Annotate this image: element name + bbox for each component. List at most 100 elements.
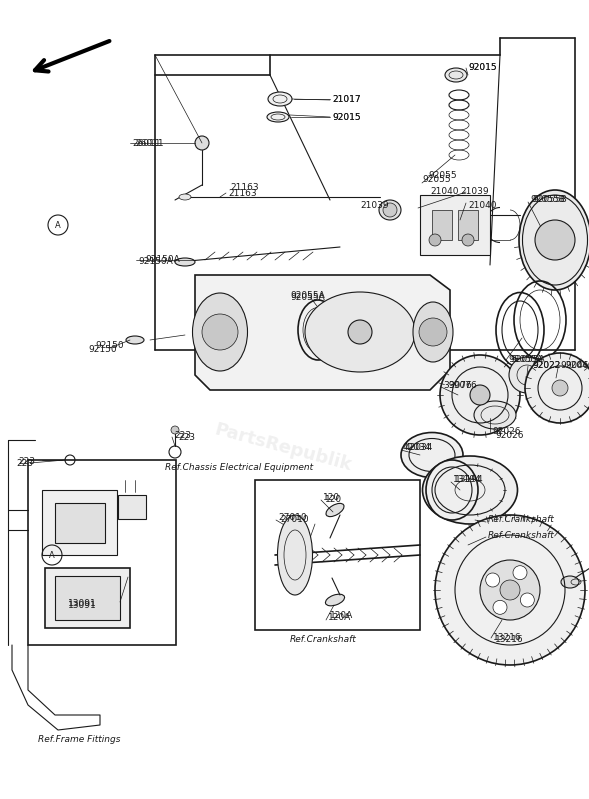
Text: Ref.Chassis Electrical Equipment: Ref.Chassis Electrical Equipment: [165, 463, 313, 472]
Text: 39076: 39076: [448, 380, 477, 389]
Bar: [55, 576, 120, 620]
Text: 13216: 13216: [493, 634, 522, 642]
Ellipse shape: [561, 576, 579, 588]
Text: 42034: 42034: [405, 443, 434, 452]
Ellipse shape: [126, 336, 144, 344]
Circle shape: [552, 380, 568, 396]
Text: 92055B: 92055B: [530, 196, 565, 205]
Ellipse shape: [193, 293, 247, 371]
Text: 92150A: 92150A: [138, 257, 173, 267]
Text: 92055B: 92055B: [532, 196, 567, 205]
Text: 42034: 42034: [403, 443, 431, 451]
Text: 21017: 21017: [332, 96, 360, 105]
Text: 223: 223: [178, 434, 195, 443]
Text: 92026: 92026: [492, 427, 521, 436]
Ellipse shape: [422, 456, 518, 524]
Text: PartsRepublik: PartsRepublik: [212, 420, 353, 475]
Circle shape: [525, 353, 589, 423]
Text: 92046: 92046: [565, 360, 589, 369]
Text: Ref.Crankshaft: Ref.Crankshaft: [290, 635, 357, 645]
Text: 92055A: 92055A: [290, 293, 325, 303]
Text: 120A: 120A: [328, 614, 351, 622]
Ellipse shape: [175, 258, 195, 266]
Text: 92055: 92055: [428, 170, 456, 180]
Text: 92022: 92022: [532, 360, 560, 369]
Text: 21040: 21040: [430, 188, 458, 197]
Text: 27010: 27010: [278, 514, 307, 523]
Text: 92022: 92022: [532, 360, 560, 369]
Ellipse shape: [401, 432, 463, 478]
Ellipse shape: [326, 503, 344, 517]
Text: 223: 223: [16, 459, 33, 467]
Ellipse shape: [474, 401, 516, 429]
Circle shape: [520, 593, 534, 607]
Text: 26011: 26011: [135, 138, 164, 148]
Circle shape: [486, 573, 499, 587]
Text: Ref.Crankshaft: Ref.Crankshaft: [488, 531, 555, 539]
Bar: [118, 495, 146, 519]
Circle shape: [513, 566, 527, 580]
Text: 13216: 13216: [495, 635, 524, 645]
Bar: [432, 210, 452, 240]
Text: A: A: [55, 221, 61, 229]
Text: 92015: 92015: [332, 113, 360, 122]
Ellipse shape: [519, 190, 589, 290]
Text: 92055: 92055: [422, 176, 451, 185]
Text: 21017: 21017: [332, 94, 360, 104]
Text: 13194: 13194: [455, 475, 484, 484]
Bar: [42, 490, 117, 555]
Ellipse shape: [340, 311, 360, 339]
Text: 223: 223: [174, 431, 191, 439]
Bar: [255, 480, 420, 630]
Circle shape: [462, 234, 474, 246]
Bar: [28, 460, 176, 645]
Text: 27010: 27010: [280, 515, 309, 524]
Ellipse shape: [379, 200, 401, 220]
Ellipse shape: [326, 594, 345, 606]
Text: 92015: 92015: [468, 63, 497, 73]
Ellipse shape: [413, 302, 453, 362]
Circle shape: [440, 355, 520, 435]
Circle shape: [429, 234, 441, 246]
Circle shape: [348, 320, 372, 344]
Text: 21039: 21039: [360, 201, 389, 209]
Text: 92015: 92015: [332, 113, 360, 121]
Text: 13091: 13091: [68, 598, 97, 607]
Text: 223: 223: [18, 458, 35, 467]
Bar: [55, 503, 105, 543]
Circle shape: [171, 426, 179, 434]
Circle shape: [202, 314, 238, 350]
Text: 92150: 92150: [88, 345, 117, 355]
Circle shape: [435, 515, 585, 665]
Text: 120: 120: [323, 494, 340, 503]
Ellipse shape: [268, 92, 292, 106]
Circle shape: [480, 560, 540, 620]
Text: 39076: 39076: [443, 381, 472, 391]
Circle shape: [493, 600, 507, 614]
Ellipse shape: [426, 460, 478, 520]
Text: 26011: 26011: [132, 138, 161, 148]
Text: 21163: 21163: [228, 189, 257, 197]
Circle shape: [195, 136, 209, 150]
Text: 92055A: 92055A: [508, 356, 542, 364]
Text: 92150: 92150: [95, 340, 124, 349]
Text: 92055A: 92055A: [290, 291, 325, 300]
Circle shape: [419, 318, 447, 346]
Bar: [458, 210, 478, 240]
Ellipse shape: [277, 515, 313, 595]
Text: 21039: 21039: [460, 188, 489, 197]
Text: 13091: 13091: [68, 601, 97, 610]
Text: Ref.Crankshaft: Ref.Crankshaft: [488, 515, 555, 524]
Text: 92055A: 92055A: [510, 356, 545, 364]
Polygon shape: [195, 275, 450, 390]
Ellipse shape: [305, 292, 415, 372]
Text: 21040: 21040: [468, 201, 497, 209]
Text: 92026: 92026: [495, 431, 524, 439]
Circle shape: [500, 580, 520, 600]
Text: 92015: 92015: [468, 63, 497, 73]
Text: A: A: [49, 551, 55, 559]
Text: 120: 120: [325, 495, 342, 504]
Polygon shape: [420, 195, 490, 255]
Text: 92150A: 92150A: [145, 256, 180, 264]
Text: 120A: 120A: [330, 610, 353, 619]
